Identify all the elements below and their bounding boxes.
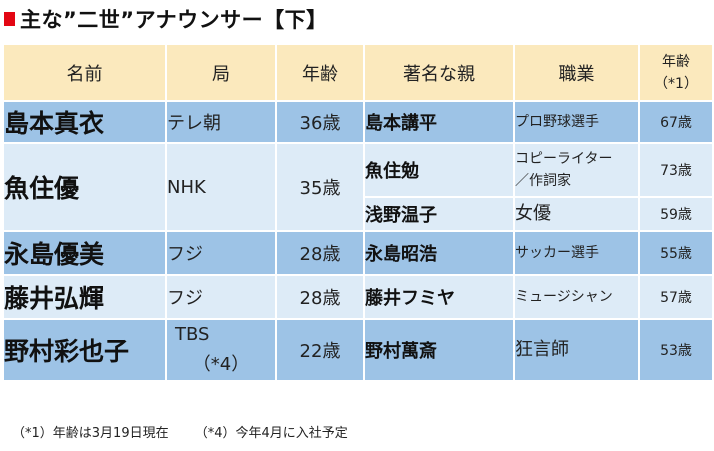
parent-job: コピーライター ／作詞家	[513, 142, 640, 198]
parent-name: 魚住勉	[363, 142, 515, 198]
parent-name: 藤井フミヤ	[363, 274, 515, 320]
parent-name: 浅野温子	[363, 196, 515, 232]
footnote-4: （*4）今年4月に入社予定	[194, 426, 348, 441]
header-parent-age-note: （*1）	[654, 75, 698, 92]
station: TBS （*4）	[165, 318, 277, 382]
parent-age: 59歳	[638, 196, 714, 232]
parent-job: 狂言師	[513, 318, 640, 382]
station: フジ	[165, 274, 277, 320]
announcer-name: 魚住優	[2, 142, 167, 232]
page-title: 主な”二世”アナウンサー【下】	[20, 8, 328, 32]
parent-job: サッカー選手	[513, 230, 640, 276]
parent-job: プロ野球選手	[513, 100, 640, 144]
announcer-age: 22歳	[275, 318, 365, 382]
announcer-age: 28歳	[275, 274, 365, 320]
station-line2: （*4）	[192, 354, 250, 375]
header-station: 局	[165, 43, 277, 102]
announcer-age: 35歳	[275, 142, 365, 232]
table-row: 藤井弘輝 フジ 28歳 藤井フミヤ ミュージシャン 57歳	[2, 274, 714, 320]
header-parent-age: 年齢 （*1）	[638, 43, 714, 102]
station: フジ	[165, 230, 277, 276]
parent-age: 67歳	[638, 100, 714, 144]
parent-job: 女優	[513, 196, 640, 232]
header-name: 名前	[2, 43, 167, 102]
footnotes: （*1）年齢は3月19日現在 （*4）今年4月に入社予定	[12, 422, 370, 441]
title-bar: 主な”二世”アナウンサー【下】	[4, 4, 328, 34]
table-row: 魚住優 NHK 35歳 魚住勉 コピーライター ／作詞家 73歳	[2, 142, 714, 232]
parent-job-line2: ／作詞家	[515, 173, 571, 189]
parent-age: 73歳	[638, 142, 714, 198]
parent-age: 57歳	[638, 274, 714, 320]
announcer-table: 名前 局 年齢 著名な親 職業 年齢 （*1） 島本真衣 テレ朝 36歳 島本講…	[2, 43, 714, 382]
announcer-name: 島本真衣	[2, 100, 167, 144]
header-age: 年齢	[275, 43, 365, 102]
announcer-name: 永島優美	[2, 230, 167, 276]
announcer-name: 野村彩也子	[2, 318, 167, 382]
parent-job-line1: コピーライター	[515, 151, 613, 167]
header-row: 名前 局 年齢 著名な親 職業 年齢 （*1）	[2, 43, 714, 102]
table-row: 浅野温子 女優 59歳	[3, 196, 714, 232]
header-parent-age-label: 年齢	[662, 53, 690, 70]
station: テレ朝	[165, 100, 277, 144]
header-job: 職業	[513, 43, 640, 102]
announcer-age: 28歳	[275, 230, 365, 276]
red-square-icon	[4, 12, 15, 26]
station: NHK	[165, 142, 277, 232]
parent-name: 野村萬斎	[363, 318, 515, 382]
parent-age: 53歳	[638, 318, 714, 382]
parent-job: ミュージシャン	[513, 274, 640, 320]
table-row: 島本真衣 テレ朝 36歳 島本講平 プロ野球選手 67歳	[2, 100, 714, 144]
parent-name: 島本講平	[363, 100, 515, 144]
announcer-name: 藤井弘輝	[2, 274, 167, 320]
header-parent: 著名な親	[363, 43, 515, 102]
parent-name: 永島昭浩	[363, 230, 515, 276]
parent-age: 55歳	[638, 230, 714, 276]
table-row: 野村彩也子 TBS （*4） 22歳 野村萬斎 狂言師 53歳	[2, 318, 714, 382]
station-line1: TBS	[175, 324, 210, 345]
footnote-1: （*1）年齢は3月19日現在	[12, 426, 169, 441]
table-row: 永島優美 フジ 28歳 永島昭浩 サッカー選手 55歳	[2, 230, 714, 276]
announcer-age: 36歳	[275, 100, 365, 144]
